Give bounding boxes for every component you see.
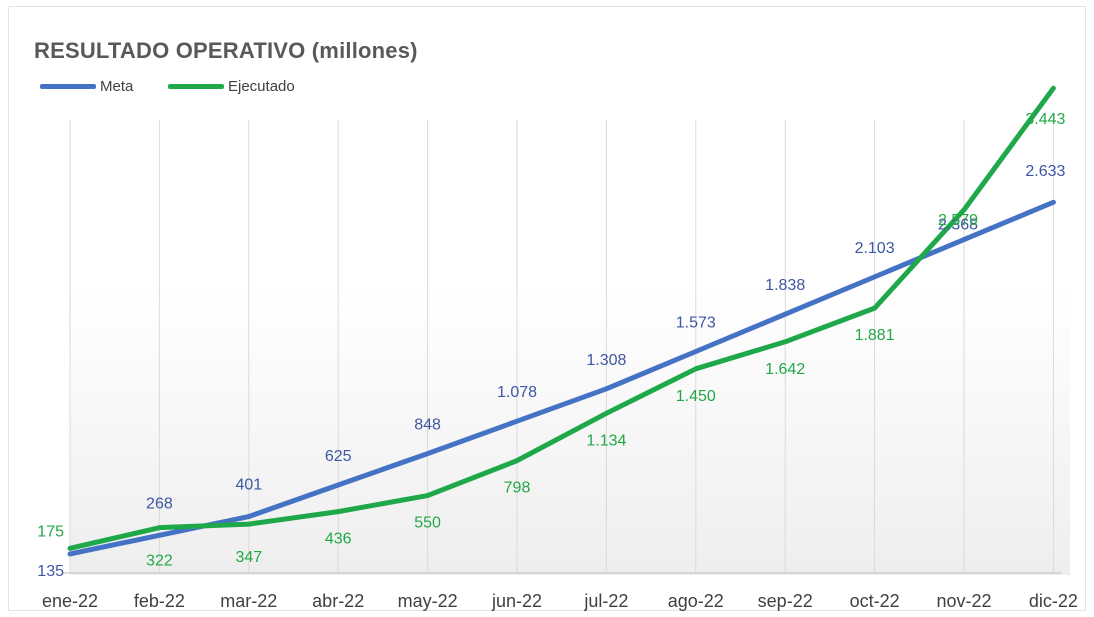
x-tick-jul-22: jul-22 bbox=[583, 591, 628, 611]
data-label-meta-nov-22: 2.368 bbox=[938, 217, 978, 234]
data-label-meta-oct-22: 2.103 bbox=[855, 240, 895, 257]
data-label-ejecutado-jun-22: 798 bbox=[504, 480, 531, 497]
data-label-ejecutado-may-22: 550 bbox=[414, 515, 441, 532]
data-label-meta-jul-22: 1.308 bbox=[586, 352, 626, 369]
x-tick-mar-22: mar-22 bbox=[220, 591, 277, 611]
data-label-ejecutado-mar-22: 347 bbox=[235, 549, 262, 566]
x-tick-jun-22: jun-22 bbox=[491, 591, 542, 611]
x-tick-ene-22: ene-22 bbox=[42, 591, 98, 611]
data-label-ejecutado-sep-22: 1.642 bbox=[765, 361, 805, 378]
data-label-ejecutado-ago-22: 1.450 bbox=[676, 388, 716, 405]
data-label-ejecutado-abr-22: 436 bbox=[325, 531, 352, 548]
data-label-meta-dic-22: 2.633 bbox=[1025, 163, 1065, 180]
x-tick-abr-22: abr-22 bbox=[312, 591, 364, 611]
data-label-ejecutado-feb-22: 322 bbox=[146, 553, 173, 570]
series-line-meta bbox=[67, 199, 1056, 557]
x-tick-sep-22: sep-22 bbox=[758, 591, 813, 611]
legend-label-ejecutado: Ejecutado bbox=[228, 77, 295, 95]
data-label-ejecutado-dic-22: 3.443 bbox=[1025, 111, 1065, 128]
data-label-ejecutado-jul-22: 1.134 bbox=[586, 432, 626, 449]
data-label-ejecutado-nov-22: 2.579 bbox=[938, 212, 978, 229]
x-tick-oct-22: oct-22 bbox=[850, 591, 900, 611]
data-label-meta-feb-22: 268 bbox=[146, 495, 173, 512]
data-label-meta-ago-22: 1.573 bbox=[676, 315, 716, 332]
data-label-meta-sep-22: 1.838 bbox=[765, 277, 805, 294]
data-label-meta-mar-22: 401 bbox=[235, 477, 262, 494]
x-tick-dic-22: dic-22 bbox=[1029, 591, 1078, 611]
x-tick-feb-22: feb-22 bbox=[134, 591, 185, 611]
legend-item-meta: Meta bbox=[40, 76, 133, 96]
chart-title: RESULTADO OPERATIVO (millones) bbox=[34, 38, 418, 63]
legend-item-ejecutado: Ejecutado bbox=[168, 76, 295, 96]
x-tick-ago-22: ago-22 bbox=[668, 591, 724, 611]
legend-swatch-ejecutado bbox=[168, 83, 224, 89]
data-label-meta-abr-22: 625 bbox=[325, 448, 352, 465]
series-line-ejecutado bbox=[67, 85, 1056, 551]
x-tick-may-22: may-22 bbox=[398, 591, 458, 611]
data-label-ejecutado-oct-22: 1.881 bbox=[855, 327, 895, 344]
data-label-ejecutado-ene-22: 175 bbox=[37, 523, 64, 540]
data-label-meta-may-22: 848 bbox=[414, 417, 441, 434]
data-label-meta-ene-22: 135 bbox=[37, 563, 64, 580]
legend-label-meta: Meta bbox=[100, 77, 134, 95]
data-label-meta-jun-22: 1.078 bbox=[497, 384, 537, 401]
legend-swatch-meta bbox=[40, 83, 96, 89]
x-tick-nov-22: nov-22 bbox=[936, 591, 991, 611]
